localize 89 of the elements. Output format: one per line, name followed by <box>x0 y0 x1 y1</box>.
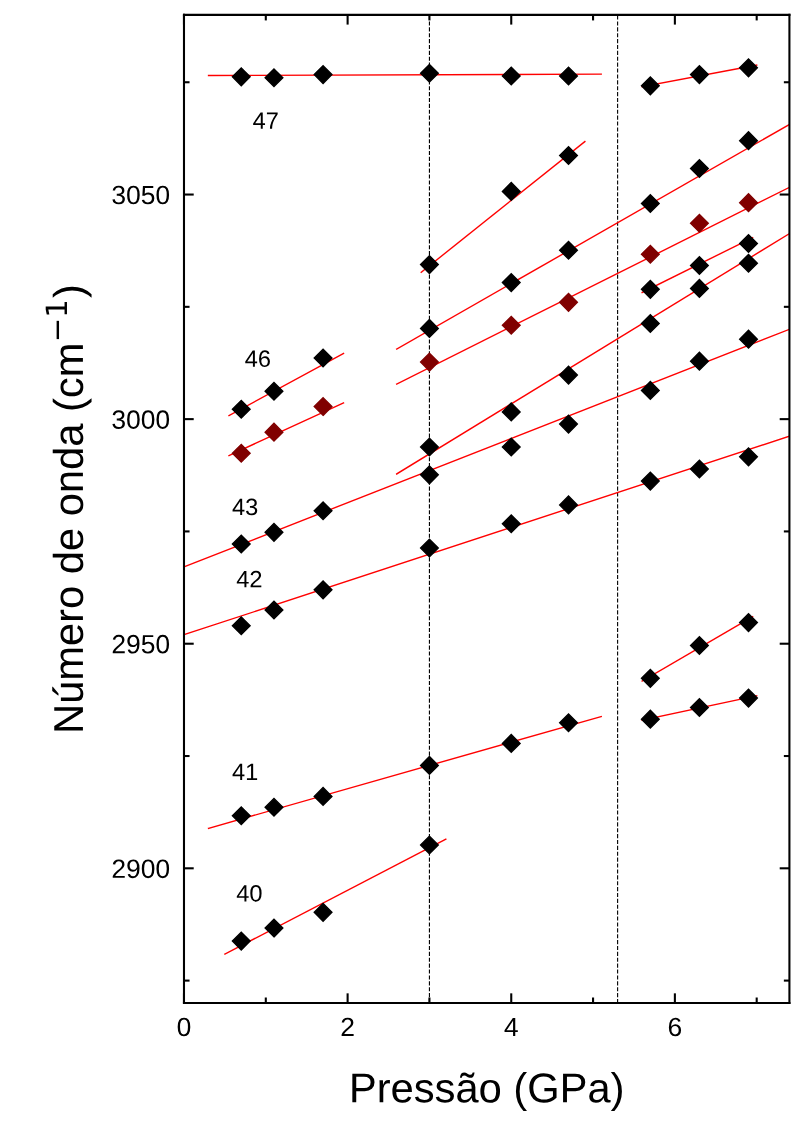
y-tick-label: 3050 <box>112 185 170 205</box>
point <box>640 380 660 400</box>
point <box>264 68 284 88</box>
point <box>264 522 284 542</box>
point <box>640 279 660 299</box>
point <box>419 755 439 775</box>
point <box>558 292 579 312</box>
x-tick-label: 4 <box>504 1017 518 1037</box>
point <box>313 65 333 85</box>
point <box>640 709 660 729</box>
point <box>264 422 284 442</box>
point <box>689 213 709 233</box>
point <box>558 66 579 86</box>
point <box>419 465 439 485</box>
point <box>738 193 759 213</box>
point <box>738 447 759 467</box>
point <box>313 580 333 600</box>
y-axis-title: Número de onda (cm$^{−1}$) <box>45 286 92 731</box>
point <box>313 902 333 922</box>
point <box>501 181 521 201</box>
point <box>264 797 284 817</box>
point <box>501 514 521 534</box>
x-tick-label: 6 <box>668 1017 682 1037</box>
point <box>558 145 579 165</box>
point <box>419 538 439 558</box>
point <box>738 688 759 708</box>
point <box>501 402 521 422</box>
point <box>313 786 333 806</box>
point <box>640 313 660 333</box>
point <box>419 255 439 275</box>
point <box>689 65 709 85</box>
annotation: 46 <box>245 350 270 368</box>
y-tick-label: 2900 <box>112 859 170 879</box>
point <box>231 399 251 419</box>
point <box>231 443 251 463</box>
point <box>558 240 579 260</box>
point <box>231 534 251 554</box>
x-axis-title: Pressão (GPa) <box>352 1072 622 1111</box>
point <box>640 668 660 688</box>
point <box>738 253 759 273</box>
point <box>558 495 579 515</box>
x-tick-label: 2 <box>341 1017 354 1037</box>
point <box>689 697 709 718</box>
point <box>419 835 439 855</box>
point <box>640 76 660 96</box>
point <box>689 278 709 298</box>
point <box>738 613 759 633</box>
point <box>558 365 579 385</box>
point <box>501 273 521 293</box>
point <box>558 713 579 733</box>
point <box>738 233 759 254</box>
point <box>419 63 439 83</box>
point <box>501 315 521 335</box>
point <box>264 381 284 401</box>
point <box>640 244 660 264</box>
point <box>231 931 251 951</box>
point <box>313 501 333 521</box>
point <box>738 58 759 78</box>
x-tick-label: 0 <box>177 1017 191 1037</box>
point <box>231 616 251 636</box>
point <box>738 131 759 151</box>
point <box>689 635 709 656</box>
annotation: 42 <box>236 570 262 588</box>
point <box>689 158 709 179</box>
point <box>738 329 759 349</box>
point <box>313 348 333 368</box>
annotation: 40 <box>236 884 262 902</box>
point <box>264 918 284 938</box>
y-tick-label: 3000 <box>112 410 170 429</box>
point <box>689 459 709 479</box>
point <box>689 255 709 276</box>
point <box>264 600 284 620</box>
point <box>313 397 333 417</box>
annotation: 43 <box>232 498 258 516</box>
point <box>231 67 251 87</box>
point <box>558 414 579 434</box>
point <box>419 437 439 457</box>
point <box>501 733 521 753</box>
point <box>640 471 660 491</box>
y-tick-label: 2950 <box>112 634 170 654</box>
point <box>419 352 439 372</box>
point <box>231 806 251 826</box>
point <box>419 318 439 338</box>
point <box>501 66 521 86</box>
annotation: 41 <box>232 763 258 780</box>
point <box>640 193 660 214</box>
point <box>501 437 521 457</box>
annotation: 47 <box>253 112 278 129</box>
point <box>689 351 709 371</box>
